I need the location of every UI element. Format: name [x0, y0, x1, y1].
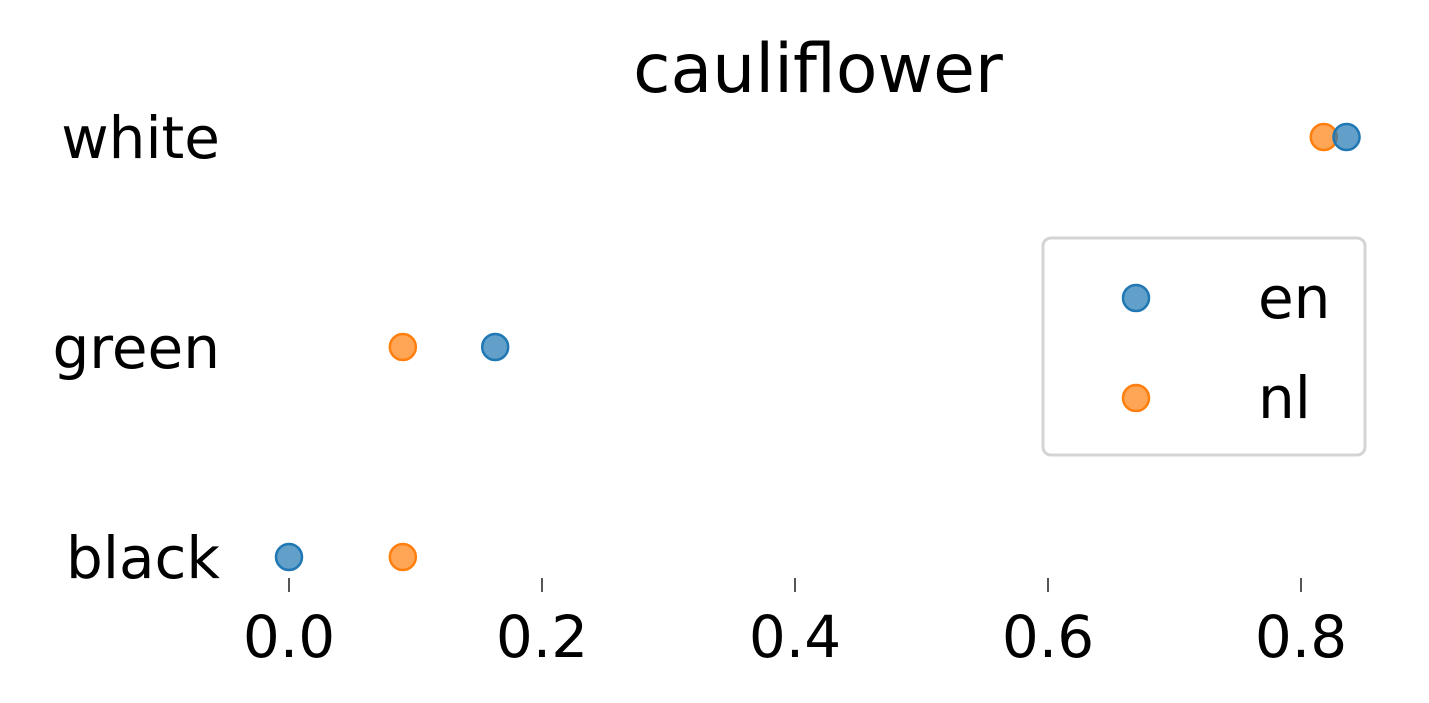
legend-label-en: en [1258, 264, 1330, 332]
y-tick-label-black: black [66, 524, 220, 592]
point-en-white [1332, 122, 1361, 152]
point-en-green [480, 332, 510, 362]
chart-title: cauliflower [633, 30, 1003, 109]
x-tick-label: 0.2 [496, 603, 588, 671]
legend: en nl [1041, 236, 1367, 457]
x-tick-label: 0.0 [243, 603, 335, 671]
legend-marker-nl [1121, 383, 1151, 413]
legend-items: en nl [1121, 264, 1330, 432]
x-tick-label: 0.8 [1255, 603, 1347, 671]
data-points [274, 122, 1361, 572]
y-tick-label-green: green [52, 314, 220, 382]
point-nl-green [388, 332, 418, 362]
point-nl-black [388, 542, 418, 572]
y-tick-label-white: white [61, 104, 220, 172]
legend-label-nl: nl [1258, 364, 1311, 432]
x-tick-label: 0.6 [1002, 603, 1094, 671]
legend-marker-en [1121, 283, 1151, 313]
y-axis: white green black [52, 104, 220, 592]
x-axis: 0.0 0.2 0.4 0.6 0.8 [243, 578, 1347, 671]
point-en-black [274, 542, 304, 572]
x-tick-label: 0.4 [749, 603, 841, 671]
